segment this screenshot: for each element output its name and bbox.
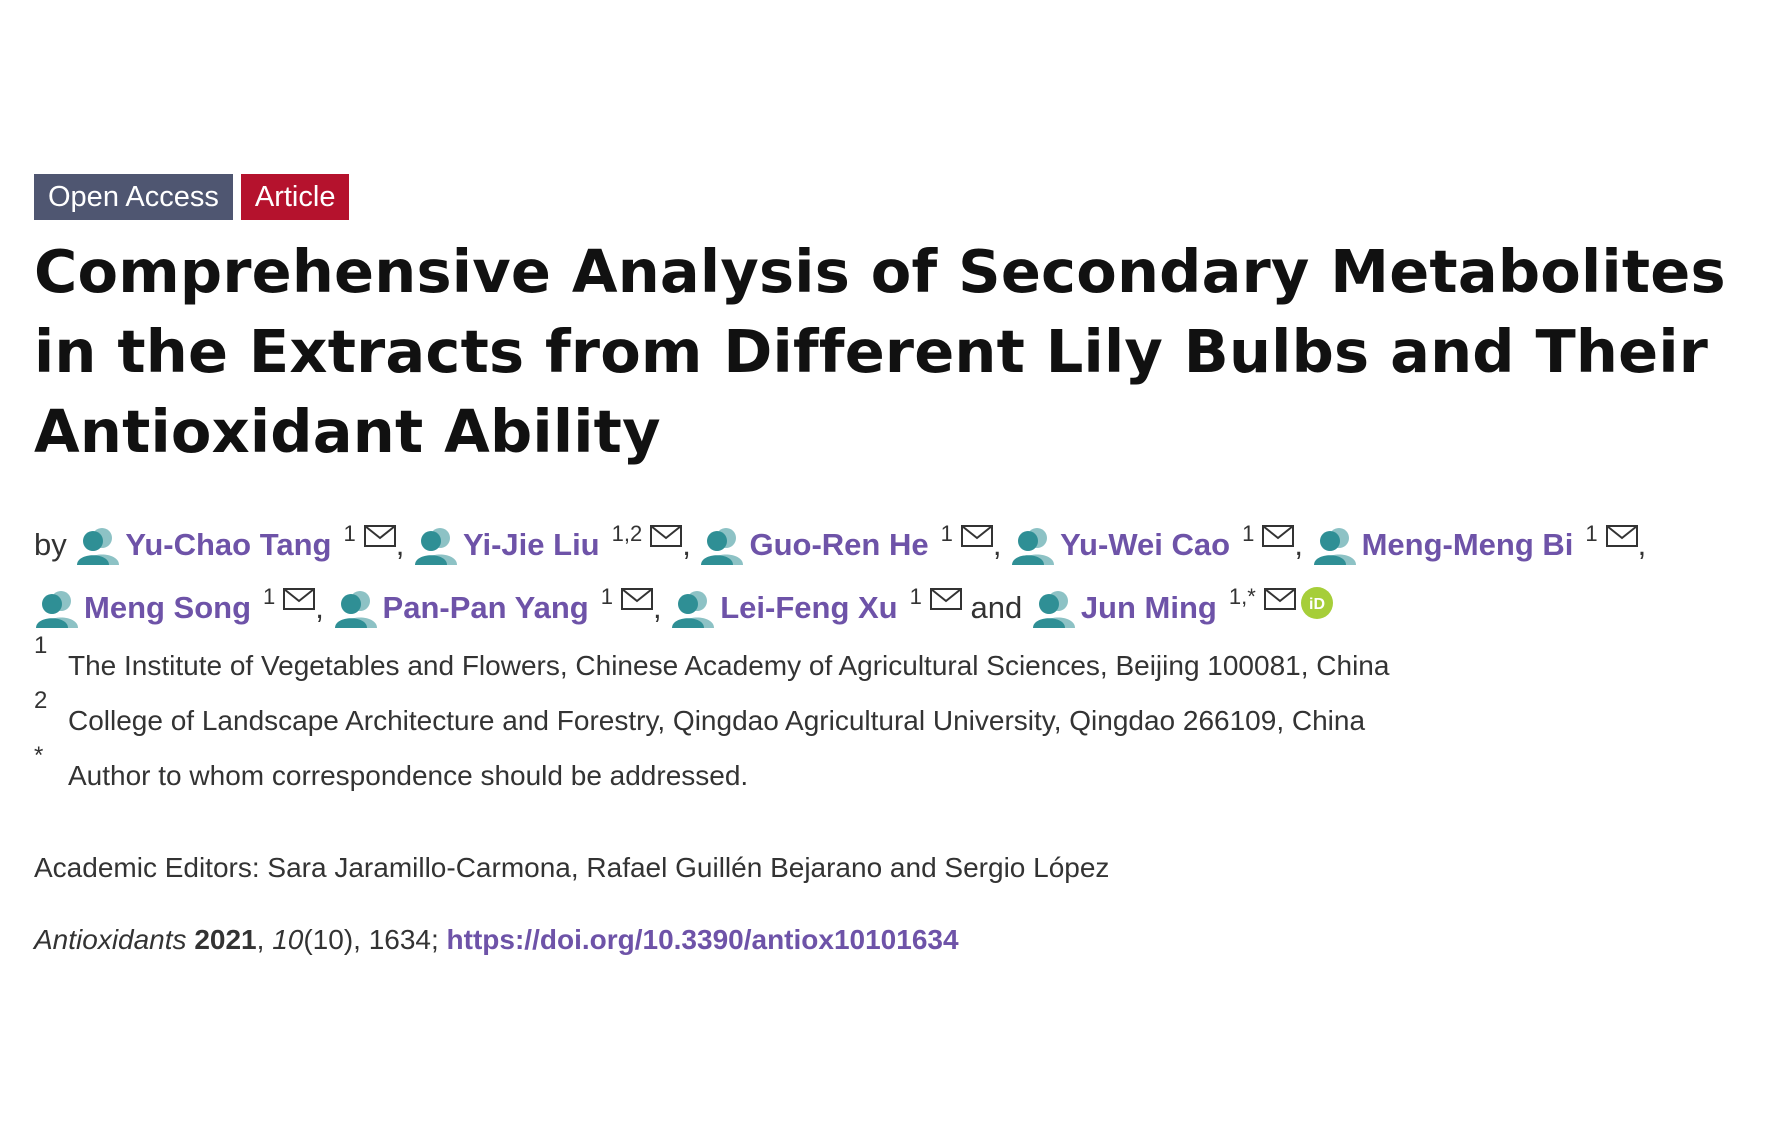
orcid-icon[interactable]: iD: [1300, 584, 1334, 619]
badge-row: Open Access Article: [34, 174, 350, 220]
author-affiliation-sup: 1: [263, 584, 276, 609]
author-separator: ,: [1637, 527, 1647, 562]
citation-year: 2021: [194, 924, 257, 955]
author-entry: Pan-Pan Yang 1,: [333, 584, 662, 628]
envelope-icon[interactable]: [363, 511, 396, 547]
person-avatar-icon[interactable]: [34, 588, 78, 628]
person-avatar-icon[interactable]: [1031, 588, 1075, 628]
person-avatar-icon[interactable]: [333, 588, 377, 628]
journal-name[interactable]: Antioxidants: [34, 924, 187, 955]
person-avatar-icon[interactable]: [413, 525, 457, 565]
author-entry: Yu-Wei Cao 1,: [1010, 521, 1303, 565]
author-separator: ,: [395, 527, 405, 562]
author-separator: ,: [992, 527, 1002, 562]
person-avatar-icon[interactable]: [1010, 525, 1055, 565]
envelope-icon[interactable]: [650, 511, 683, 547]
envelope-icon[interactable]: [1605, 511, 1638, 547]
envelope-icon[interactable]: [1262, 511, 1295, 547]
affiliation-number: *: [34, 742, 44, 769]
author-name-link[interactable]: Yu-Chao Tang: [125, 527, 332, 562]
author-affiliation-sup: 1: [600, 584, 613, 609]
affiliation-number: 2: [34, 687, 48, 714]
author-name-link[interactable]: Meng Song: [84, 590, 252, 625]
author-name-link[interactable]: Lei-Feng Xu: [720, 590, 898, 625]
author-separator: ,: [1294, 527, 1303, 562]
authors-prefix: by: [34, 527, 67, 562]
author-affiliation-sup: 1: [909, 584, 922, 609]
person-avatar-icon[interactable]: [670, 588, 715, 628]
author-affiliation-sup: 1,2: [611, 521, 643, 546]
author-affiliation-sup: 1: [343, 521, 356, 546]
author-name-link[interactable]: Jun Ming: [1080, 590, 1217, 625]
author-entry: Meng-Meng Bi 1,: [1312, 521, 1647, 565]
author-name-link[interactable]: Pan-Pan Yang: [382, 590, 589, 625]
author-entry: Lei-Feng Xu 1: [670, 584, 962, 628]
author-affiliation-sup: 1,*: [1228, 584, 1256, 609]
author-separator: ,: [315, 590, 324, 625]
author-entry: Jun Ming 1,* iD: [1031, 584, 1334, 628]
author-name-link[interactable]: Meng-Meng Bi: [1361, 527, 1574, 562]
envelope-icon[interactable]: [620, 574, 653, 610]
affiliation-text: Author to whom correspondence should be …: [68, 760, 749, 791]
envelope-icon[interactable]: [1263, 574, 1296, 610]
author-affiliation-sup: 1: [1242, 521, 1255, 546]
doi-link[interactable]: https://doi.org/10.3390/antiox10101634: [446, 924, 959, 955]
author-name-link[interactable]: Yu-Wei Cao: [1060, 527, 1231, 562]
author-entry: Yu-Chao Tang 1,: [75, 521, 405, 565]
authors-and: and: [961, 590, 1031, 625]
author-separator: ,: [682, 527, 691, 562]
author-list: by Yu-Chao Tang 1, Yi-Jie Liu 1,2, Guo-Ren…: [34, 508, 1734, 634]
author-entry: Guo-Ren He 1,: [699, 521, 1002, 565]
envelope-icon[interactable]: [283, 574, 316, 610]
open-access-badge[interactable]: Open Access: [34, 174, 233, 220]
author-affiliation-sup: 1: [940, 521, 953, 546]
author-entry: Yi-Jie Liu 1,2,: [413, 521, 691, 565]
citation-issue-pages: (10), 1634;: [303, 924, 439, 955]
academic-editors: Academic Editors: Sara Jaramillo-Carmona…: [34, 852, 1110, 883]
author-name-link[interactable]: Yi-Jie Liu: [462, 527, 600, 562]
citation-volume: 10: [272, 924, 304, 955]
citation-line: Antioxidants 2021, 10(10), 1634; https:/…: [34, 924, 959, 955]
affiliation-number: 1: [34, 632, 48, 659]
affiliation-text: College of Landscape Architecture and Fo…: [68, 705, 1366, 736]
person-avatar-icon[interactable]: [75, 525, 120, 565]
envelope-icon[interactable]: [960, 511, 993, 547]
article-title: Comprehensive Analysis of Secondary Meta…: [34, 237, 1726, 466]
envelope-icon[interactable]: [929, 574, 962, 610]
person-avatar-icon[interactable]: [699, 525, 744, 565]
author-affiliation-sup: 1: [1585, 521, 1598, 546]
author-separator: ,: [652, 590, 662, 625]
author-name-link[interactable]: Guo-Ren He: [749, 527, 929, 562]
person-avatar-icon[interactable]: [1312, 525, 1356, 565]
article-type-badge[interactable]: Article: [240, 174, 350, 220]
svg-text:iD: iD: [1309, 596, 1325, 613]
affiliation-text: The Institute of Vegetables and Flowers,…: [68, 650, 1390, 681]
author-entry: Meng Song 1,: [34, 584, 324, 628]
